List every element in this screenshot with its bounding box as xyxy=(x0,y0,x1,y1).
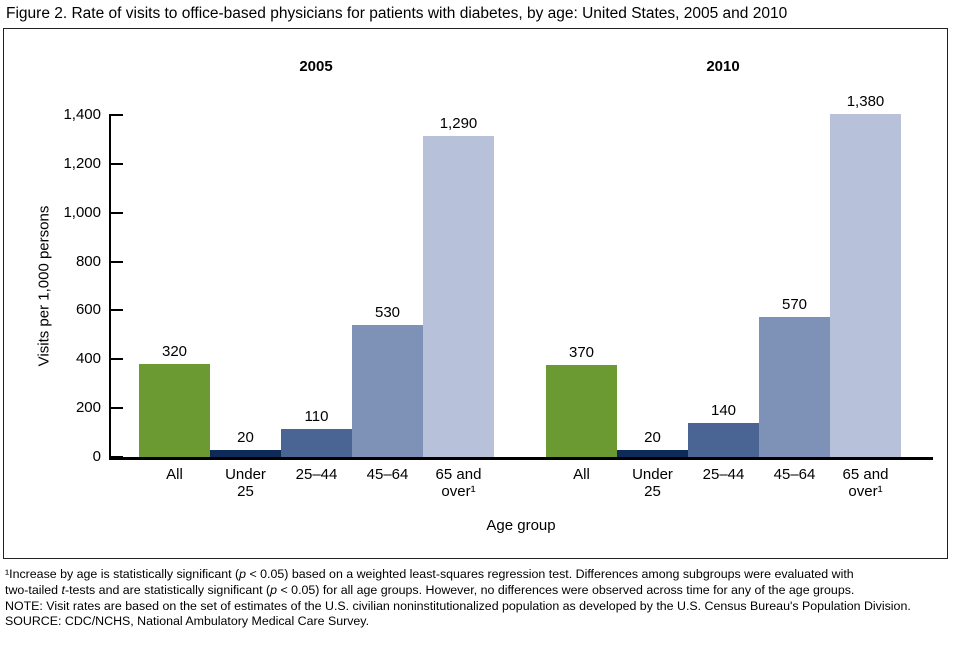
category-label: All xyxy=(166,466,183,483)
footnote-line-2: two-tailed t-tests and are statistically… xyxy=(5,583,911,599)
y-tick-label: 1,200 xyxy=(63,155,101,172)
category-label: 25–44 xyxy=(295,466,338,483)
y-tick-label: 1,000 xyxy=(63,204,101,221)
figure-title: Figure 2. Rate of visits to office-based… xyxy=(6,5,788,22)
footnote-segment: ¹Increase by age is statistically signif… xyxy=(5,567,240,581)
bar-value-label: 20 xyxy=(644,429,661,446)
category-label: All xyxy=(573,466,590,483)
y-tick-label: 0 xyxy=(92,448,101,465)
y-tick-mark xyxy=(111,456,123,458)
bar-value-label: 1,290 xyxy=(439,115,478,132)
footnote-segment: < 0.05) for all age groups. However, no … xyxy=(277,582,855,597)
chart-frame: 2005 2010 Visits per 1,000 persons 0 200 4… xyxy=(3,28,948,559)
y-tick-mark xyxy=(111,261,123,263)
category-label: 45–64 xyxy=(773,466,816,483)
y-tick-label: 1,400 xyxy=(63,106,101,123)
bar-value-label: 20 xyxy=(237,429,254,446)
bar-value-label: 530 xyxy=(374,304,401,321)
category-label: 65 and over¹ xyxy=(435,466,482,500)
bar-value-label: 570 xyxy=(781,296,808,313)
bar-2010-4 xyxy=(830,114,901,457)
y-axis-title: Visits per 1,000 persons xyxy=(35,205,53,367)
footnote-segment: NOTE: Visit rates are based on the set o… xyxy=(5,598,911,613)
y-tick-mark xyxy=(111,309,123,311)
bar-2010-2 xyxy=(688,423,759,457)
bar-value-label: 110 xyxy=(304,408,329,425)
bar-2010-3 xyxy=(759,317,830,457)
category-label: 65 and over¹ xyxy=(842,466,889,500)
bar-2005-0 xyxy=(139,364,210,457)
footnote-line-1: ¹Increase by age is statistically signif… xyxy=(5,567,911,583)
category-label: 25–44 xyxy=(702,466,745,483)
bar-2005-1 xyxy=(210,450,281,457)
footnote-italic-segment: p xyxy=(239,567,247,581)
footnote-line-3: NOTE: Visit rates are based on the set o… xyxy=(5,599,911,615)
y-tick-label: 200 xyxy=(75,399,101,416)
bar-value-label: 370 xyxy=(568,344,595,361)
y-tick-mark xyxy=(111,358,123,360)
x-axis-line xyxy=(109,457,933,460)
footnote-italic-segment: p xyxy=(270,582,278,597)
y-tick-mark xyxy=(111,212,123,214)
bar-value-label: 1,380 xyxy=(846,93,885,110)
footnote-segment: -tests and are statistically significant… xyxy=(64,582,271,597)
bar-2005-3 xyxy=(352,325,423,457)
bar-2010-0 xyxy=(546,365,617,457)
bar-2005-4 xyxy=(423,136,494,457)
footnote-segment: two-tailed xyxy=(5,582,62,597)
category-label: Under 25 xyxy=(632,466,673,500)
bar-value-label: 140 xyxy=(710,402,737,419)
footnote-segment: < 0.05) based on a weighted least-square… xyxy=(246,567,854,581)
y-axis-line xyxy=(109,114,111,460)
panel-label-2010: 2010 xyxy=(706,58,740,75)
y-tick-label: 600 xyxy=(75,301,101,318)
bar-2010-1 xyxy=(617,450,688,457)
footnotes: ¹Increase by age is statistically signif… xyxy=(5,567,911,630)
y-tick-mark xyxy=(111,114,123,116)
footnote-italic-segment: t xyxy=(61,582,65,597)
y-tick-mark xyxy=(111,407,123,409)
footnote-line-4: SOURCE: CDC/NCHS, National Ambulatory Me… xyxy=(5,614,911,630)
category-label: 45–64 xyxy=(366,466,409,483)
bar-value-label: 320 xyxy=(161,343,188,360)
category-label: Under 25 xyxy=(225,466,266,500)
bar-2005-2 xyxy=(281,429,352,457)
y-tick-mark xyxy=(111,163,123,165)
y-tick-label: 400 xyxy=(75,350,101,367)
x-axis-title: Age group xyxy=(486,517,556,534)
panel-label-2005: 2005 xyxy=(299,58,333,75)
y-tick-label: 800 xyxy=(75,253,101,270)
footnote-segment: SOURCE: CDC/NCHS, National Ambulatory Me… xyxy=(5,614,370,629)
